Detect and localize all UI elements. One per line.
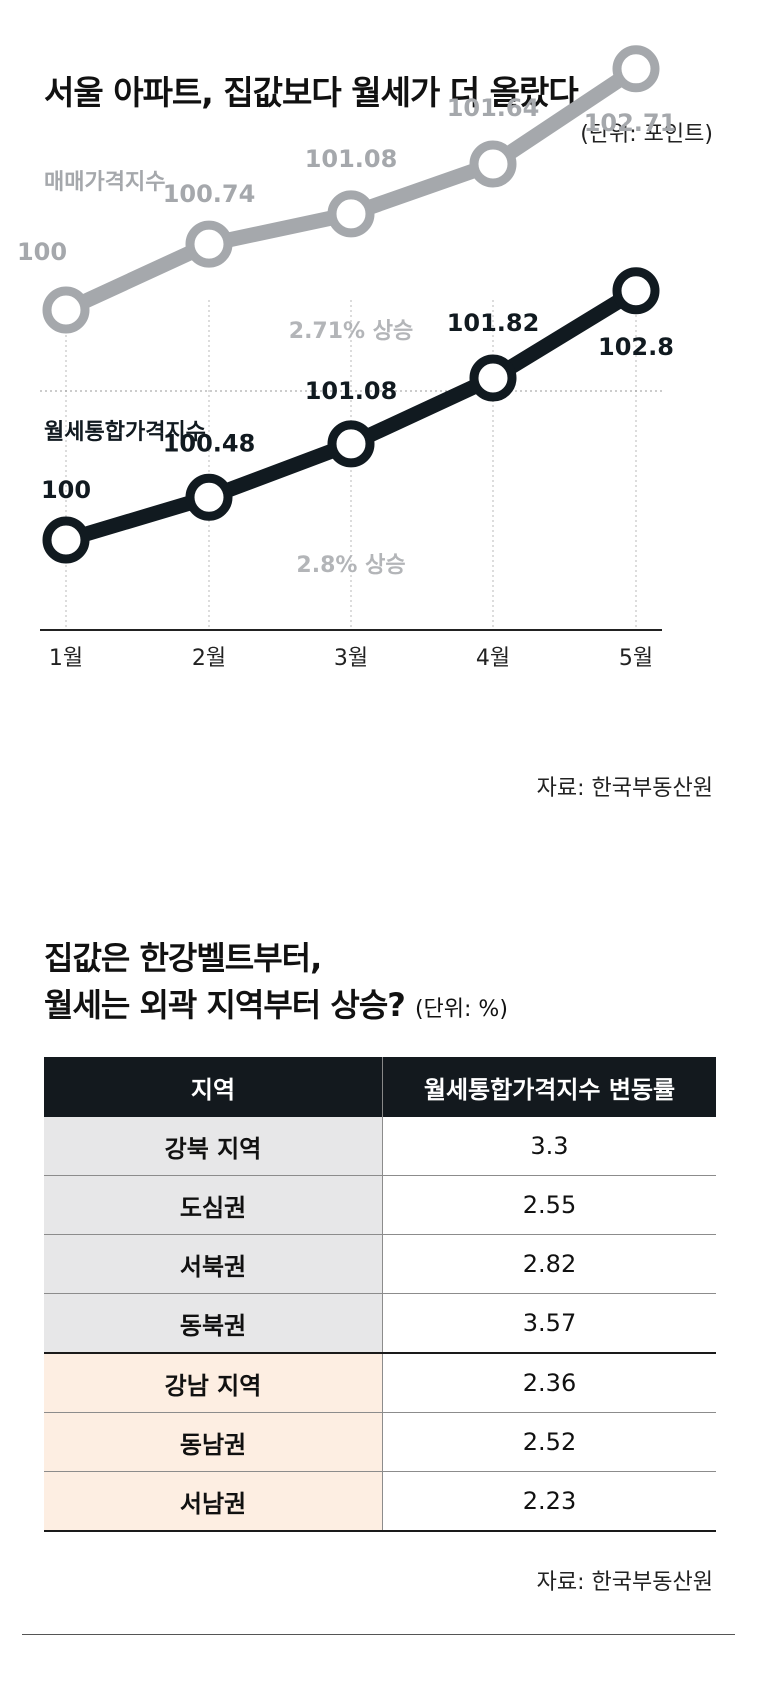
- x-tick-label: 5월: [619, 646, 653, 671]
- data-label: 101.08: [305, 377, 398, 405]
- region-cell: 서북권: [44, 1234, 383, 1294]
- data-label: 100: [41, 476, 91, 504]
- region-cell: 서남권: [44, 1471, 383, 1532]
- data-label: 101.82: [447, 309, 540, 337]
- table-row: 강북 지역 3.3: [44, 1117, 716, 1176]
- table-title: 집값은 한강벨트부터, 월세는 외곽 지역부터 상승? (단위: %): [44, 935, 508, 1033]
- table-row: 서남권 2.23: [44, 1471, 716, 1532]
- table-row: 동남권 2.52: [44, 1412, 716, 1472]
- data-point: [469, 354, 517, 402]
- data-label: 101.08: [305, 145, 398, 173]
- table-title-line1: 집값은 한강벨트부터,: [44, 939, 322, 977]
- data-point: [42, 286, 90, 334]
- table-row: 동북권 3.57: [44, 1293, 716, 1354]
- table-title-line2-wrap: 월세는 외곽 지역부터 상승? (단위: %): [44, 982, 508, 1033]
- region-cell: 동남권: [44, 1412, 383, 1472]
- data-point: [612, 45, 660, 93]
- series-change-note: 2.71% 상승: [289, 319, 413, 344]
- value-cell: 2.36: [382, 1353, 716, 1413]
- data-point: [185, 473, 233, 521]
- value-cell: 2.23: [382, 1471, 716, 1532]
- x-tick-label: 3월: [334, 646, 368, 671]
- series-legend-label: 매매가격지수: [44, 170, 165, 195]
- header-change-rate: 월세통합가격지수 변동률: [382, 1057, 716, 1117]
- table-header-row: 지역 월세통합가격지수 변동률: [44, 1057, 716, 1117]
- table-source: 자료: 한국부동산원: [536, 1570, 713, 1595]
- table-title-line2: 월세는 외곽 지역부터 상승?: [44, 986, 406, 1024]
- bottom-divider: [22, 1634, 735, 1635]
- region-rent-table: 지역 월세통합가격지수 변동률 강북 지역 3.3 도심권 2.55 서북권 2.82 동북…: [44, 1057, 716, 1532]
- x-tick-label: 4월: [476, 646, 510, 671]
- data-label: 100: [17, 238, 67, 266]
- data-label: 100.48: [163, 429, 256, 457]
- value-cell: 3.57: [382, 1293, 716, 1354]
- value-cell: 3.3: [382, 1117, 716, 1176]
- table-row: 서북권 2.82: [44, 1234, 716, 1294]
- data-label: 101.64: [447, 94, 540, 122]
- region-cell: 동북권: [44, 1293, 383, 1354]
- data-point: [327, 190, 375, 238]
- region-cell: 강남 지역: [44, 1353, 383, 1413]
- table-row: 도심권 2.55: [44, 1175, 716, 1235]
- x-tick-label: 1월: [49, 646, 83, 671]
- region-cell: 도심권: [44, 1175, 383, 1235]
- data-label: 102.8: [598, 333, 674, 361]
- chart-source: 자료: 한국부동산원: [536, 776, 713, 801]
- value-cell: 2.52: [382, 1412, 716, 1472]
- region-cell: 강북 지역: [44, 1117, 383, 1176]
- x-tick-label: 2월: [192, 646, 226, 671]
- table-row: 강남 지역 2.36: [44, 1353, 716, 1413]
- table-unit-label: (단위: %): [414, 997, 508, 1022]
- header-region: 지역: [44, 1057, 383, 1117]
- value-cell: 2.55: [382, 1175, 716, 1235]
- series-change-note: 2.8% 상승: [296, 553, 405, 578]
- chart-unit-label: (단위: 포인트): [580, 122, 713, 147]
- chart-title: 서울 아파트, 집값보다 월세가 더 올랐다: [44, 73, 579, 112]
- data-point: [469, 140, 517, 188]
- data-point: [612, 267, 660, 315]
- data-point: [185, 220, 233, 268]
- series-legend-label: 월세통합가격지수: [44, 419, 206, 445]
- data-point: [42, 516, 90, 564]
- data-label: 100.74: [163, 180, 256, 208]
- data-point: [327, 420, 375, 468]
- line-chart: 1월 2월 3월 4월 5월 100 100.74 101.08 101.64 102.71 매매가…: [17, 45, 677, 671]
- data-label: 102.71: [584, 109, 677, 137]
- value-cell: 2.82: [382, 1234, 716, 1294]
